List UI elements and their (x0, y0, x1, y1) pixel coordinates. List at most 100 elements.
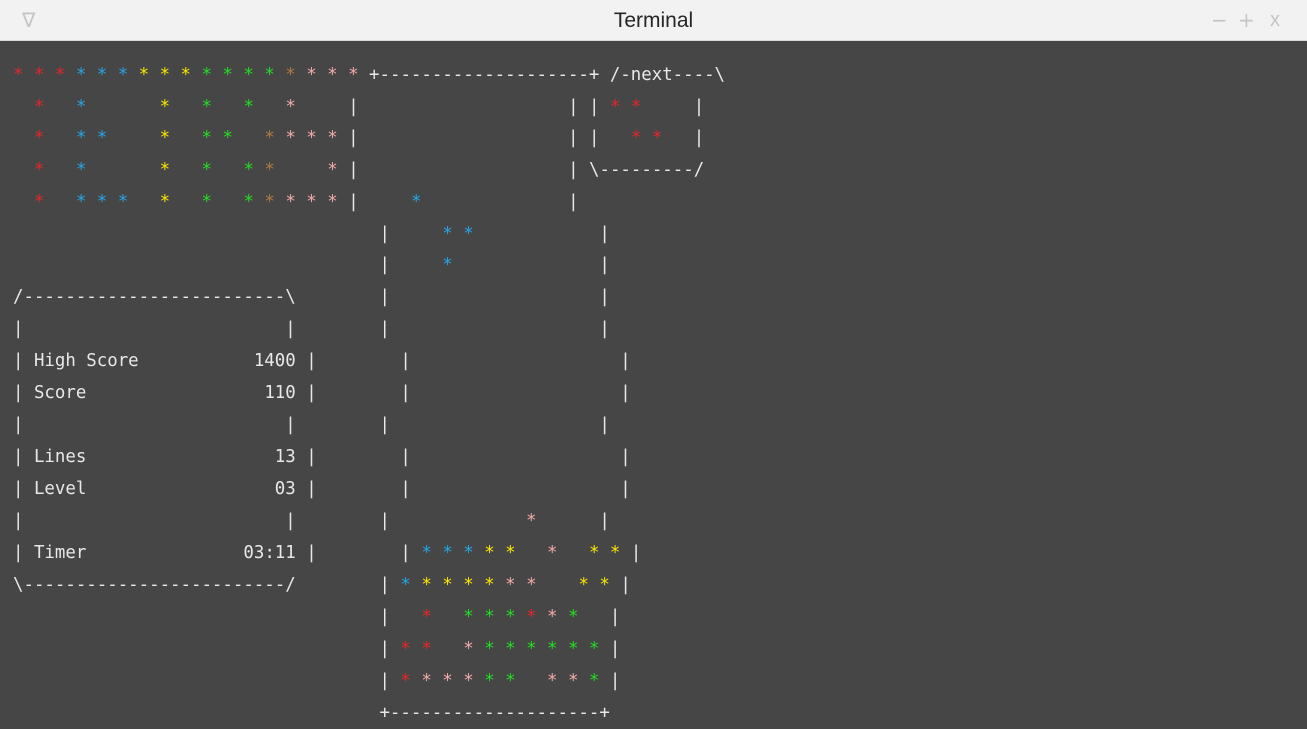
block-cell: * * * (75, 65, 139, 85)
block-cell: * * * (13, 65, 76, 85)
ascii-text: | | | (295, 479, 631, 499)
block-cell: * (75, 97, 87, 117)
ascii-text (170, 192, 201, 212)
triangle-down-icon[interactable]: ∇ (22, 8, 36, 32)
ascii-text (86, 160, 159, 180)
ascii-text (233, 128, 264, 148)
ascii-text: | (13, 255, 443, 275)
window-titlebar: ∇ Terminal − + x (0, 0, 1307, 41)
ascii-text (212, 192, 243, 212)
block-cell: * (33, 160, 45, 180)
block-cell: * * (484, 671, 516, 691)
ascii-text: | | (295, 543, 422, 563)
ascii-text (128, 192, 159, 212)
ascii-text: | (473, 224, 610, 244)
high-score-value: 1400 (253, 351, 296, 371)
block-cell: * (264, 128, 275, 148)
ascii-text: | (599, 671, 621, 691)
ascii-text: | (13, 671, 401, 691)
block-cell: * (285, 65, 307, 85)
block-cell: * (400, 671, 422, 691)
block-cell: * * * * * * (484, 639, 610, 659)
minimize-icon[interactable]: − (1211, 8, 1228, 32)
score-value: 110 (264, 383, 296, 403)
window-title: Terminal (613, 9, 694, 32)
ascii-text (432, 607, 463, 627)
terminal-line: | * * * * * * * | (13, 601, 620, 633)
ascii-text (547, 575, 578, 595)
ascii-text: | (13, 383, 34, 403)
ascii-text: | (609, 575, 631, 595)
ascii-text: +--------------------+ (13, 703, 610, 723)
ascii-text: | | | (295, 447, 631, 467)
ascii-text: | | | (295, 97, 610, 117)
block-cell: * (463, 639, 485, 659)
ascii-text (86, 97, 159, 117)
block-cell: * (201, 192, 213, 212)
terminal-line: * * * * * * * | | \---------/ (13, 154, 704, 186)
block-cell: * * * (463, 607, 527, 627)
ascii-text (516, 543, 547, 563)
ascii-text: /-------------------------\ | | (13, 287, 610, 307)
block-cell: * (526, 511, 537, 531)
close-icon[interactable]: x (1270, 9, 1280, 31)
block-cell: * (547, 543, 558, 563)
ascii-text (44, 97, 75, 117)
terminal-line: | | | | (13, 409, 610, 441)
terminal-line: +--------------------+ (13, 697, 610, 729)
block-cell: * * (547, 671, 589, 691)
ascii-text (275, 160, 327, 180)
block-cell: * (243, 97, 254, 117)
ascii-text: | (620, 543, 642, 563)
block-cell: * (253, 192, 275, 212)
block-cell: * (567, 607, 579, 627)
terminal-line: * * * * * * | | | * * | (13, 91, 704, 123)
ascii-text: | (337, 192, 412, 212)
ascii-text: | (13, 543, 34, 563)
timer-label: Timer (33, 543, 87, 563)
high-score-label: High Score (33, 351, 139, 371)
terminal-line: /-------------------------\ | | (13, 281, 610, 313)
block-cell: * * (400, 639, 432, 659)
block-cell: * (327, 160, 338, 180)
ascii-text: | (13, 479, 34, 499)
block-cell: * (159, 160, 171, 180)
ascii-text (86, 479, 274, 499)
ascii-text: | (13, 224, 443, 244)
level-value: 03 (274, 479, 296, 499)
terminal-line: | * * * * * * * * * | (13, 665, 620, 697)
ascii-text: | | \---------/ (337, 160, 705, 180)
block-cell: * (159, 97, 171, 117)
ascii-text (86, 383, 264, 403)
block-cell: * * (442, 224, 474, 244)
terminal-line: | * | (13, 249, 610, 281)
ascii-text (13, 192, 34, 212)
block-cell: * (33, 97, 45, 117)
ascii-text: | (452, 255, 610, 275)
ascii-text: | (13, 639, 401, 659)
ascii-text (212, 160, 243, 180)
terminal-screen[interactable]: * * * * * * * * * * * * * * * * * +-----… (0, 41, 1307, 725)
block-cell: * (253, 160, 275, 180)
terminal-line: | Lines 13 | | | (13, 441, 631, 473)
terminal-line: | | | * | (13, 505, 610, 537)
block-cell: * * * (421, 671, 485, 691)
terminal-line: | Level 03 | | | (13, 473, 631, 505)
block-cell: * (201, 97, 213, 117)
lines-value: 13 (274, 447, 296, 467)
ascii-text: | (609, 639, 621, 659)
terminal-line: * * * * * * * * * * | | | * * | (13, 122, 704, 154)
ascii-text (44, 128, 75, 148)
block-cell: * * (201, 128, 233, 148)
block-cell: * (400, 575, 422, 595)
block-cell: * (442, 255, 453, 275)
maximize-icon[interactable]: + (1238, 8, 1255, 32)
terminal-line: | Score 110 | | | (13, 377, 631, 409)
block-cell: * * (609, 97, 642, 117)
terminal-line: | * * | (13, 218, 610, 250)
block-cell: * * (630, 128, 663, 148)
ascii-text (254, 97, 285, 117)
terminal-line: * * * * * * * * * * * * * * * * * +-----… (13, 59, 725, 91)
ascii-text: | (421, 192, 579, 212)
block-cell: * (201, 160, 213, 180)
